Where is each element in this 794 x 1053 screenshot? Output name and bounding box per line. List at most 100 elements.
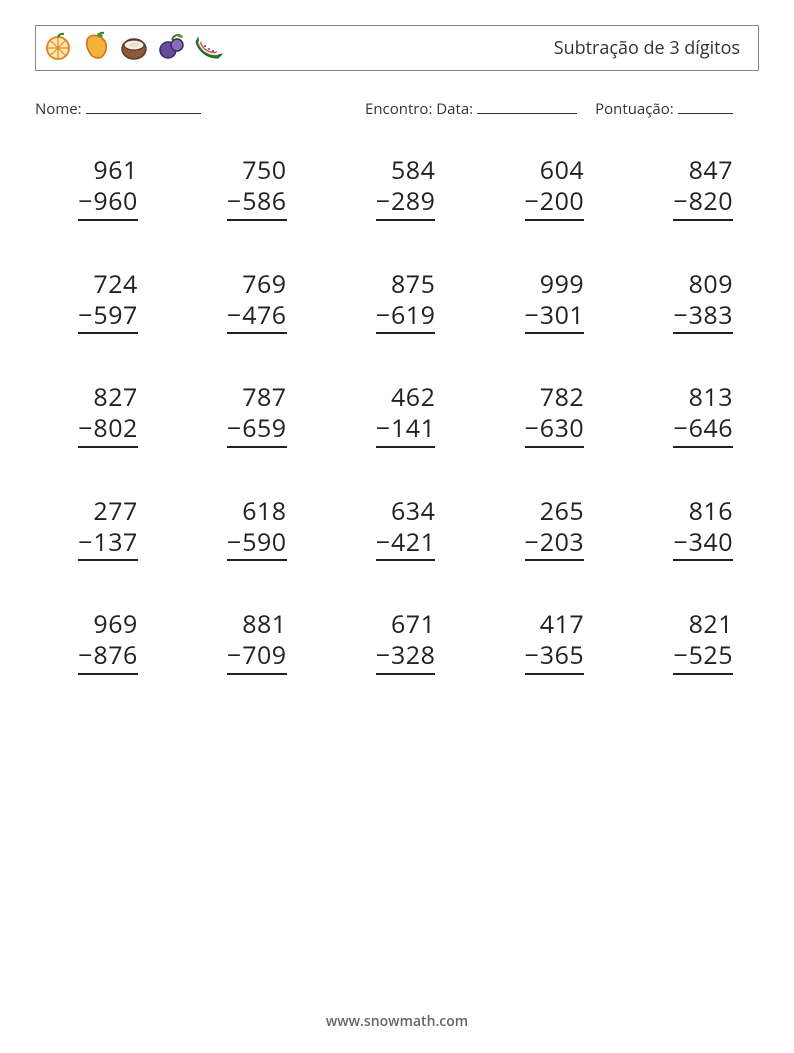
operator: − — [376, 300, 390, 331]
subtrahend: 659 — [242, 413, 286, 444]
operator: − — [673, 640, 687, 671]
worksheet-title: Subtração de 3 dígitos — [554, 36, 740, 60]
subtrahend-row: −301 — [525, 300, 585, 334]
subtrahend-row: −802 — [78, 413, 138, 447]
operator: − — [227, 640, 241, 671]
subtrahend-row: −340 — [673, 527, 733, 561]
subtrahend: 619 — [391, 300, 435, 331]
subtrahend: 802 — [93, 413, 137, 444]
minuend: 847 — [689, 155, 733, 186]
footer-text: www.snowmath.com — [0, 1012, 794, 1031]
operator: − — [227, 186, 241, 217]
minuend: 809 — [689, 269, 733, 300]
name-field: Nome: — [35, 99, 365, 119]
subtrahend: 383 — [689, 300, 733, 331]
subtrahend-row: −709 — [227, 640, 287, 674]
worksheet-page: Subtração de 3 dígitos Nome: Encontro: D… — [0, 0, 794, 1053]
subtrahend-row: −630 — [525, 413, 585, 447]
minuend: 769 — [242, 269, 286, 300]
minuend: 999 — [540, 269, 584, 300]
subtrahend: 590 — [242, 527, 286, 558]
operator: − — [525, 640, 539, 671]
operator: − — [227, 300, 241, 331]
minuend: 813 — [689, 382, 733, 413]
operator: − — [78, 527, 92, 558]
problem: 671−328 — [333, 609, 462, 675]
problem: 881−709 — [184, 609, 313, 675]
problem: 821−525 — [630, 609, 759, 675]
minuend: 417 — [540, 609, 584, 640]
header: Subtração de 3 dígitos — [35, 25, 759, 71]
operator: − — [673, 413, 687, 444]
subtrahend-row: −876 — [78, 640, 138, 674]
operator: − — [525, 413, 539, 444]
problem: 961−960 — [35, 155, 164, 221]
operator: − — [525, 186, 539, 217]
subtrahend: 630 — [540, 413, 584, 444]
subtrahend: 137 — [93, 527, 137, 558]
minuend: 782 — [540, 382, 584, 413]
minuend: 634 — [391, 496, 435, 527]
minuend: 816 — [689, 496, 733, 527]
name-blank[interactable] — [86, 99, 201, 114]
subtrahend: 141 — [391, 413, 435, 444]
problem: 417−365 — [481, 609, 610, 675]
score-field: Pontuação: — [595, 99, 733, 119]
subtrahend-row: −383 — [673, 300, 733, 334]
operator: − — [78, 300, 92, 331]
subtrahend: 876 — [93, 640, 137, 671]
problem: 969−876 — [35, 609, 164, 675]
minuend: 724 — [93, 269, 137, 300]
score-blank[interactable] — [678, 99, 733, 114]
problem: 584−289 — [333, 155, 462, 221]
problem: 999−301 — [481, 269, 610, 335]
mango-icon — [80, 30, 112, 67]
coconut-icon — [118, 30, 150, 67]
subtrahend: 340 — [689, 527, 733, 558]
problem: 769−476 — [184, 269, 313, 335]
encounter-blank[interactable] — [477, 99, 577, 114]
subtrahend-row: −200 — [525, 186, 585, 220]
minuend: 618 — [242, 496, 286, 527]
problem: 782−630 — [481, 382, 610, 448]
operator: − — [673, 527, 687, 558]
subtrahend: 960 — [93, 186, 137, 217]
problem: 875−619 — [333, 269, 462, 335]
subtrahend-row: −619 — [376, 300, 436, 334]
operator: − — [525, 527, 539, 558]
subtrahend: 646 — [689, 413, 733, 444]
subtrahend-row: −328 — [376, 640, 436, 674]
minuend: 787 — [242, 382, 286, 413]
minuend: 821 — [689, 609, 733, 640]
subtrahend: 421 — [391, 527, 435, 558]
subtrahend: 203 — [540, 527, 584, 558]
problems-grid: 961−960750−586584−289604−200847−820724−5… — [35, 155, 759, 675]
operator: − — [78, 413, 92, 444]
subtrahend-row: −820 — [673, 186, 733, 220]
problem: 724−597 — [35, 269, 164, 335]
minuend: 671 — [391, 609, 435, 640]
minuend: 604 — [540, 155, 584, 186]
subtrahend-row: −960 — [78, 186, 138, 220]
subtrahend: 709 — [242, 640, 286, 671]
subtrahend: 820 — [689, 186, 733, 217]
subtrahend-row: −421 — [376, 527, 436, 561]
minuend: 881 — [242, 609, 286, 640]
minuend: 961 — [93, 155, 137, 186]
operator: − — [376, 527, 390, 558]
score-label: Pontuação: — [595, 99, 674, 119]
problem: 827−802 — [35, 382, 164, 448]
minuend: 277 — [93, 496, 137, 527]
fruit-icon-row — [42, 30, 226, 67]
subtrahend-row: −141 — [376, 413, 436, 447]
problem: 277−137 — [35, 496, 164, 562]
meta-row: Nome: Encontro: Data: Pontuação: — [35, 99, 759, 119]
subtrahend-row: −289 — [376, 186, 436, 220]
minuend: 584 — [391, 155, 435, 186]
minuend: 875 — [391, 269, 435, 300]
minuend: 265 — [540, 496, 584, 527]
problem: 787−659 — [184, 382, 313, 448]
operator: − — [227, 413, 241, 444]
problem: 618−590 — [184, 496, 313, 562]
subtrahend-row: −597 — [78, 300, 138, 334]
